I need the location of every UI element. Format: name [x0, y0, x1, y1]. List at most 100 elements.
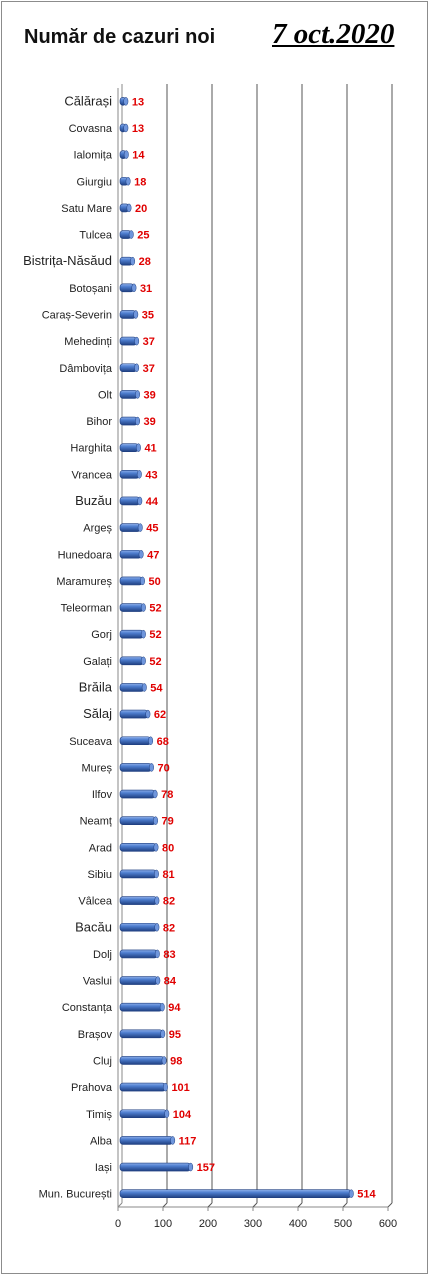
bar — [119, 816, 156, 825]
bar-end-cap — [149, 763, 154, 772]
value-label: 95 — [169, 1029, 181, 1041]
bar-end-cap — [123, 97, 129, 106]
bar-group — [119, 363, 140, 373]
gridline-floor — [297, 1202, 303, 1208]
category-label: Vâlcea — [78, 896, 113, 908]
category-label: Botoșani — [69, 283, 112, 295]
chart-title: Număr de cazuri noi — [24, 26, 216, 48]
bar-group — [119, 816, 159, 825]
category-label: Gorj — [91, 629, 112, 641]
category-label: Olt — [98, 389, 112, 401]
x-tick-label: 500 — [334, 1218, 352, 1230]
category-label: Bihor — [86, 416, 112, 428]
value-label: 79 — [162, 816, 174, 828]
bar-end-cap — [153, 843, 159, 852]
bar — [119, 949, 158, 959]
value-label: 104 — [173, 1109, 192, 1121]
bar-group — [119, 1189, 354, 1198]
x-tick-label: 0 — [115, 1218, 121, 1230]
bar-group — [119, 683, 147, 692]
category-label: Suceava — [69, 736, 113, 748]
bar-end-cap — [152, 789, 158, 799]
value-label: 84 — [164, 976, 177, 988]
bar-end-cap — [154, 896, 160, 905]
bar — [119, 789, 156, 799]
bar-group — [119, 203, 132, 213]
category-label: Prahova — [71, 1082, 113, 1094]
value-label: 81 — [162, 869, 174, 881]
category-label: Mureș — [81, 762, 112, 774]
value-label: 98 — [170, 1055, 182, 1067]
x-tick-label: 200 — [199, 1218, 217, 1230]
value-label: 101 — [171, 1082, 189, 1094]
bar-end-cap — [348, 1189, 354, 1198]
bar-end-cap — [134, 336, 140, 346]
floor-edge — [117, 1202, 123, 1208]
bar-group — [119, 656, 146, 666]
category-label: Dolj — [93, 949, 112, 961]
bar — [119, 1189, 352, 1198]
value-label: 82 — [163, 922, 175, 934]
bar — [119, 363, 137, 373]
value-label: 13 — [132, 96, 144, 108]
bar-end-cap — [163, 1082, 168, 1092]
bar — [119, 763, 152, 772]
value-label: 50 — [149, 576, 161, 588]
category-label: Brașov — [78, 1029, 113, 1041]
bar — [119, 603, 144, 612]
gridline-floor — [342, 1202, 348, 1208]
bar-end-cap — [153, 816, 159, 825]
bar — [119, 736, 151, 746]
bar-end-cap — [135, 390, 141, 399]
bar-end-cap — [135, 416, 141, 426]
value-label: 44 — [146, 496, 159, 508]
bar-end-cap — [133, 310, 139, 319]
bar-end-cap — [125, 177, 131, 186]
category-label: Hunedoara — [58, 549, 113, 561]
bar-end-cap — [155, 976, 161, 985]
bar-group — [119, 549, 144, 559]
bar-group — [119, 123, 129, 133]
bar-group — [119, 230, 134, 239]
bar-end-cap — [131, 283, 137, 293]
bar-end-cap — [140, 576, 145, 586]
gridline-floor — [387, 1202, 393, 1208]
bar-group — [119, 629, 146, 639]
bar — [119, 576, 143, 586]
bar-group — [119, 496, 143, 506]
category-label: Alba — [90, 1135, 113, 1147]
category-label: Covasna — [69, 123, 113, 135]
bar-group — [119, 1162, 194, 1172]
bar-end-cap — [136, 443, 141, 452]
bar-group — [119, 1002, 165, 1012]
bar-end-cap — [137, 496, 143, 506]
bar-end-cap — [145, 709, 151, 719]
value-label: 52 — [149, 603, 161, 615]
category-label: Vrancea — [71, 469, 112, 481]
bar — [119, 549, 142, 559]
category-label: Cluj — [93, 1055, 112, 1067]
value-label: 80 — [162, 842, 174, 854]
bar-group — [119, 1136, 176, 1145]
value-label: 47 — [147, 549, 159, 561]
bar-group — [119, 1029, 166, 1039]
x-tick-label: 400 — [289, 1218, 307, 1230]
category-label: Sibiu — [88, 869, 112, 881]
bar-end-cap — [154, 869, 159, 879]
category-label: Galați — [83, 656, 112, 668]
category-label: Timiș — [86, 1109, 112, 1121]
value-label: 78 — [161, 789, 173, 801]
value-label: 68 — [157, 736, 169, 748]
bar-group — [119, 390, 141, 399]
category-label: Sălaj — [83, 706, 112, 721]
category-label: Mehedinți — [64, 336, 112, 348]
bar — [119, 709, 149, 719]
bar — [119, 1162, 191, 1172]
value-label: 514 — [357, 1189, 376, 1201]
bar-end-cap — [161, 1056, 167, 1065]
value-label: 37 — [143, 336, 155, 348]
bar — [119, 443, 139, 452]
bar-end-cap — [148, 736, 154, 745]
bar — [119, 843, 157, 852]
bar-group — [119, 256, 136, 266]
